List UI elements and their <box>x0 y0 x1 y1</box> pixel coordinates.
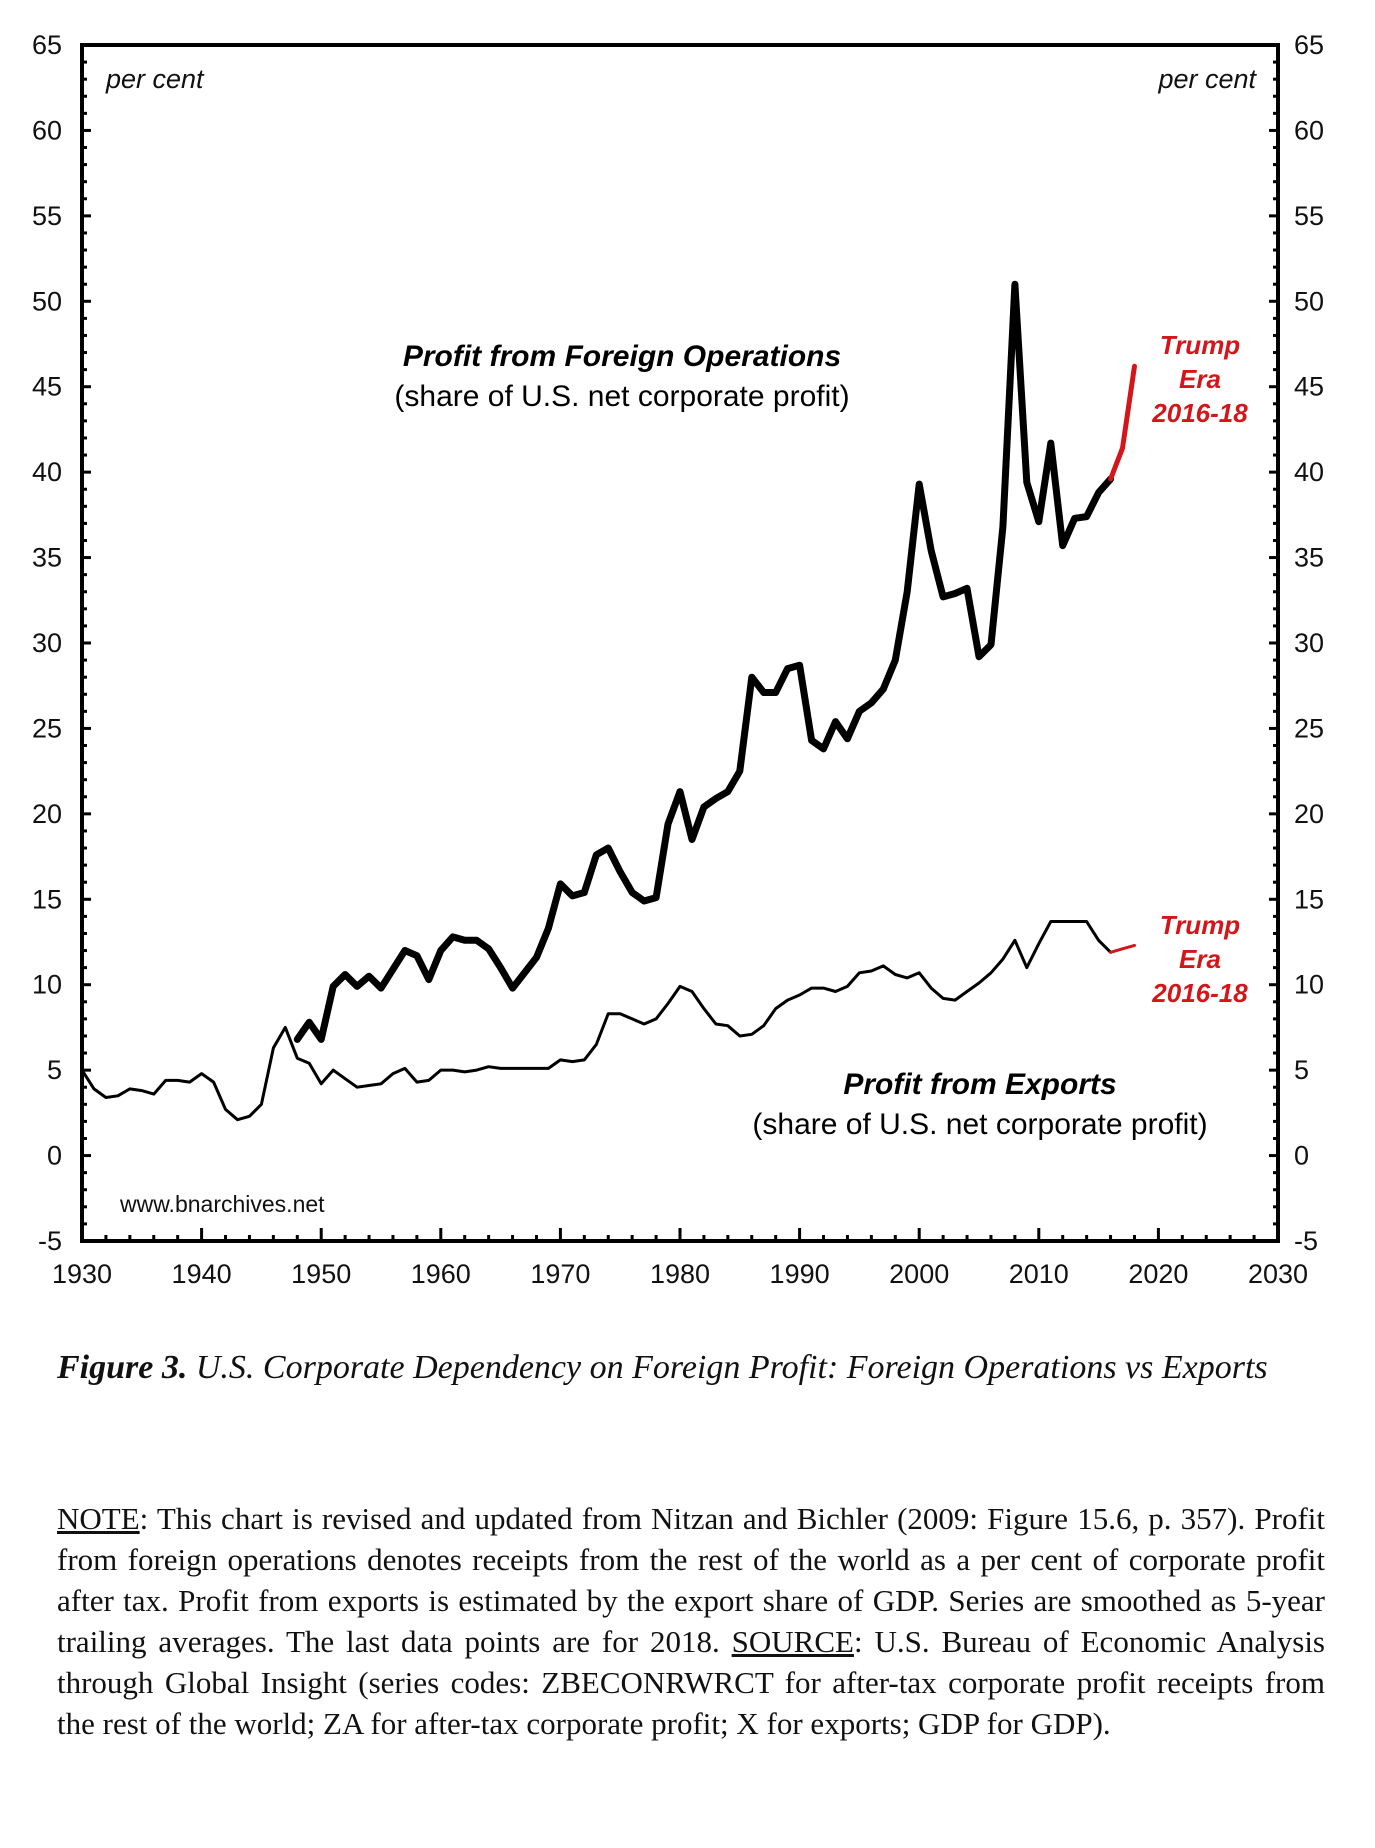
exports-title: Profit from Exports <box>843 1068 1116 1101</box>
y-tick-label-left: 65 <box>32 30 62 60</box>
exports-subtitle: (share of U.S. net corporate profit) <box>752 1108 1207 1141</box>
foreign-ops-trump-era-line <box>1108 363 1137 482</box>
y-tick-label-right: 60 <box>1294 115 1324 145</box>
axes <box>80 43 1280 1243</box>
note-label: NOTE <box>57 1501 140 1536</box>
annotation-line: Trump <box>1160 330 1241 360</box>
x-tick-label: 1970 <box>530 1259 590 1289</box>
x-tick-label: 1960 <box>411 1259 471 1289</box>
y-tick-label-left: 50 <box>32 286 62 316</box>
foreign-ops-subtitle: (share of U.S. net corporate profit) <box>394 380 849 413</box>
y-tick-label-right: 5 <box>1294 1055 1309 1085</box>
y-tick-label-right: 10 <box>1294 970 1324 1000</box>
figure-caption: Figure 3. U.S. Corporate Dependency on F… <box>57 1340 1327 1395</box>
x-tick-label: 2000 <box>889 1259 949 1289</box>
watermark: www.bnarchives.net <box>119 1191 325 1217</box>
y-tick-label-left: -5 <box>38 1226 62 1256</box>
x-tick-label: 2010 <box>1009 1259 1069 1289</box>
exports-line <box>80 920 1113 1122</box>
y-tick-label-left: 55 <box>32 201 62 231</box>
y-tick-label-left: 15 <box>32 884 62 914</box>
y-tick-label-right: 30 <box>1294 628 1324 658</box>
trump-era-annotation-exports: Trump Era 2016-18 <box>1151 910 1248 1008</box>
y-tick-label-left: 5 <box>47 1055 62 1085</box>
x-tick-label: 1990 <box>770 1259 830 1289</box>
y-tick-label-right: 0 <box>1294 1141 1309 1171</box>
figure-title: U.S. Corporate Dependency on Foreign Pro… <box>187 1349 1268 1386</box>
annotation-line: Trump <box>1160 910 1241 940</box>
y-tick-label-right: 45 <box>1294 372 1324 402</box>
x-tick-label: 1930 <box>52 1259 112 1289</box>
annotation-line: Era <box>1179 364 1221 394</box>
annotation-line: 2016-18 <box>1151 978 1248 1008</box>
x-tick-label: 1950 <box>291 1259 351 1289</box>
y-tick-label-left: 40 <box>32 457 62 487</box>
exports-series <box>80 920 1136 1122</box>
y-tick-label-right: 50 <box>1294 286 1324 316</box>
foreign-ops-title: Profit from Foreign Operations <box>403 340 841 373</box>
source-text: : U.S. Bureau of Economic Analysis throu… <box>57 1624 1325 1741</box>
annotation-line: Era <box>1179 944 1221 974</box>
y-unit-left: per cent <box>105 64 205 94</box>
plot-frame <box>80 43 1280 1243</box>
y-tick-label-left: 30 <box>32 628 62 658</box>
y-axis-right: -5 0 5 10 15 20 25 30 35 40 45 50 55 60 65 <box>1269 30 1324 1256</box>
y-tick-label-right: 15 <box>1294 884 1324 914</box>
foreign-ops-line <box>293 280 1115 1043</box>
y-tick-label-left: 45 <box>32 372 62 402</box>
y-tick-label-right: 65 <box>1294 30 1324 60</box>
y-tick-label-left: 0 <box>47 1141 62 1171</box>
y-unit-right: per cent <box>1157 64 1257 94</box>
x-axis: 1930 1940 1950 1960 1970 1980 1990 2000 2010 2020… <box>52 1228 1308 1289</box>
y-tick-label-right: -5 <box>1294 1226 1318 1256</box>
note-text: : This chart is revised and updated from… <box>57 1501 1325 1659</box>
y-axis-left: -5 0 5 10 15 20 25 30 35 40 45 50 55 60 65 <box>32 30 91 1256</box>
foreign-ops-series <box>293 280 1137 1043</box>
x-tick-label: 1940 <box>172 1259 232 1289</box>
y-tick-label-right: 25 <box>1294 713 1324 743</box>
y-tick-label-left: 35 <box>32 543 62 573</box>
source-label: SOURCE <box>731 1624 854 1659</box>
y-tick-label-right: 40 <box>1294 457 1324 487</box>
figure-note: NOTE: This chart is revised and updated … <box>57 1498 1325 1744</box>
y-tick-label-right: 55 <box>1294 201 1324 231</box>
x-tick-label: 1980 <box>650 1259 710 1289</box>
y-tick-label-left: 20 <box>32 799 62 829</box>
y-tick-label-left: 10 <box>32 970 62 1000</box>
y-tick-label-right: 35 <box>1294 543 1324 573</box>
x-tick-label: 2030 <box>1248 1259 1308 1289</box>
exports-trump-era-line <box>1109 943 1136 954</box>
y-tick-label-right: 20 <box>1294 799 1324 829</box>
series-layer <box>80 280 1137 1122</box>
figure-label: Figure 3. <box>57 1349 188 1386</box>
y-tick-label-left: 60 <box>32 115 62 145</box>
trump-era-annotation-foreign: Trump Era 2016-18 <box>1151 330 1248 428</box>
x-tick-label: 2020 <box>1128 1259 1188 1289</box>
annotation-line: 2016-18 <box>1151 398 1248 428</box>
y-tick-label-left: 25 <box>32 713 62 743</box>
